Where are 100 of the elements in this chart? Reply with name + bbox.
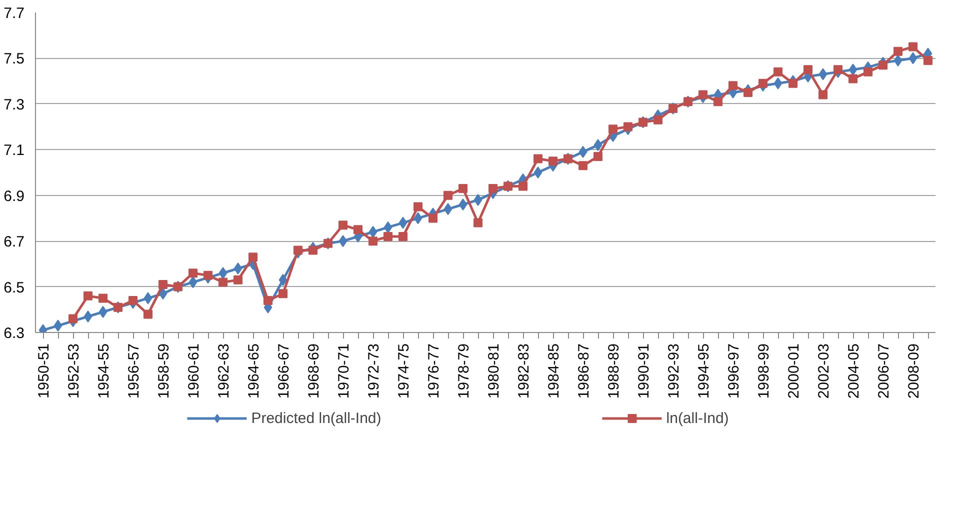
point (578, 161, 588, 170)
point (594, 139, 602, 152)
point (818, 68, 828, 80)
point (458, 184, 468, 193)
point (894, 46, 902, 56)
point (234, 275, 242, 284)
point (414, 212, 422, 224)
point (654, 115, 662, 124)
x-tick-label: 1976-77 (426, 343, 442, 399)
point (398, 232, 408, 241)
point (368, 236, 378, 246)
point (848, 64, 858, 76)
point (894, 54, 902, 66)
point (98, 294, 108, 303)
x-tick-label: 1964-65 (246, 343, 262, 399)
point (234, 262, 242, 274)
point (908, 52, 918, 64)
x-tick-label: 1960-61 (186, 343, 202, 399)
point (84, 291, 92, 300)
x-tick-label: 1954-55 (96, 343, 112, 399)
point (474, 218, 482, 228)
y-tick-label: 7.3 (4, 96, 25, 114)
x-tick-label: 1968-69 (306, 343, 322, 399)
point (278, 274, 288, 286)
point (278, 289, 288, 298)
point (624, 122, 632, 132)
point (804, 65, 812, 74)
x-tick-label: 1994-95 (696, 343, 712, 399)
x-tick-label: 1980-81 (486, 343, 502, 399)
point (248, 252, 258, 262)
y-tick-label: 7.1 (4, 142, 25, 160)
point (864, 67, 872, 76)
point (98, 306, 108, 318)
point (84, 310, 92, 322)
point (68, 314, 78, 324)
x-tick-label: 2008-09 (906, 343, 922, 399)
x-tick-label: 1962-63 (216, 343, 232, 399)
x-tick-label: 1982-83 (516, 343, 532, 399)
point (338, 235, 348, 248)
legend-label: ln(all-Ind) (666, 410, 729, 426)
point (924, 56, 932, 65)
legend-label: Predicted ln(all-Ind) (251, 410, 382, 426)
point (204, 270, 212, 280)
point (744, 88, 752, 97)
point (578, 146, 588, 158)
point (774, 77, 782, 90)
point (144, 292, 152, 304)
x-tick-label: 1966-67 (276, 343, 292, 399)
x-tick-label: 1988-89 (606, 343, 622, 399)
x-tick-label: 1952-53 (66, 343, 82, 399)
point (758, 78, 768, 88)
point (534, 166, 542, 178)
point (878, 60, 888, 70)
x-tick-label: 1978-79 (456, 343, 472, 399)
point (548, 156, 558, 166)
point (368, 226, 378, 238)
point (444, 203, 452, 216)
y-tick-label: 7.5 (4, 50, 25, 68)
point (608, 124, 618, 134)
point (594, 152, 602, 161)
point (398, 216, 408, 229)
point (788, 78, 798, 88)
point (294, 246, 302, 255)
y-tick-label: 7.7 (4, 5, 25, 22)
y-tick-label: 6.5 (4, 279, 25, 296)
x-tick-label: 2004-05 (846, 343, 862, 399)
x-tick-label: 1956-57 (126, 343, 142, 399)
point (414, 202, 422, 212)
x-tick-label: 1950-51 (36, 343, 52, 399)
y-tick-label: 6.3 (4, 325, 25, 342)
x-tick-label: 1974-75 (396, 343, 412, 399)
x-tick-label: 1972-73 (366, 343, 382, 399)
x-tick-label: 1984-85 (546, 343, 562, 399)
x-tick-label: 1986-87 (576, 343, 592, 399)
point (428, 214, 438, 223)
point (474, 194, 482, 206)
point (728, 81, 738, 90)
point (158, 288, 168, 300)
point (534, 154, 542, 164)
x-tick-label: 1958-59 (156, 343, 172, 399)
x-tick-label: 1990-91 (636, 343, 652, 399)
x-tick-label: 2006-07 (876, 343, 892, 399)
point (518, 182, 528, 191)
point (444, 190, 452, 200)
x-tick-label: 1992-93 (666, 343, 682, 399)
point (308, 246, 318, 255)
point (488, 184, 498, 193)
x-tick-label: 1970-71 (336, 343, 352, 399)
x-tick-label: 2000-01 (786, 343, 802, 399)
point (848, 74, 858, 84)
point (714, 97, 722, 106)
point (188, 268, 198, 278)
point (698, 90, 708, 100)
point (774, 67, 782, 76)
point (188, 276, 198, 288)
point (128, 296, 138, 305)
point (264, 296, 272, 305)
x-tick-label: 1998-99 (756, 343, 772, 399)
point (384, 232, 392, 241)
point (834, 65, 842, 74)
